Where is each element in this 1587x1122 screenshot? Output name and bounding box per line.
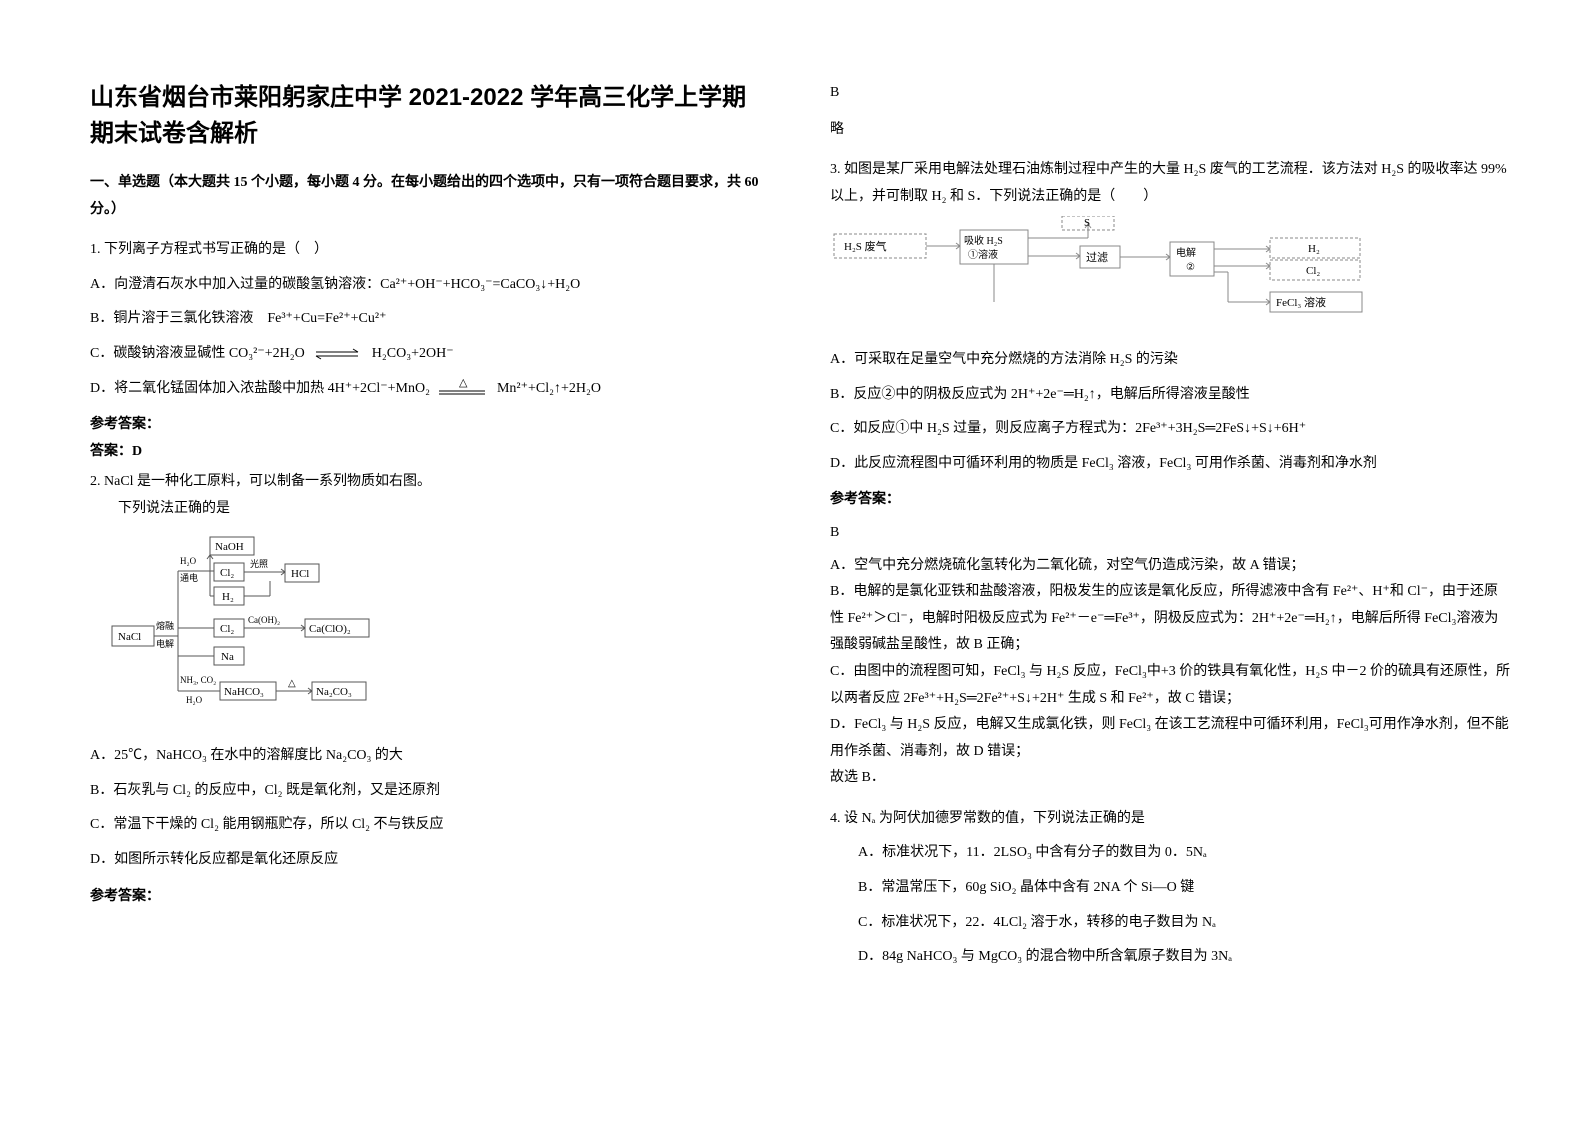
q1-d-post: Mn²⁺+Cl₂↑+2H₂O	[497, 381, 601, 396]
document-title: 山东省烟台市莱阳躬家庄中学 2021-2022 学年高三化学上学期期末试卷含解析	[90, 80, 770, 152]
svg-text:NaHCO₃: NaHCO₃	[224, 686, 264, 698]
q1-c-pre: C．碳酸钠溶液显碱性 CO₃²⁻+2H₂O	[90, 346, 305, 361]
svg-text:Cl₂: Cl₂	[220, 623, 234, 635]
q1-option-d: D．将二氧化锰固体加入浓盐酸中加热 4H⁺+2Cl⁻+MnO₂ △ Mn²⁺+C…	[90, 376, 770, 403]
svg-text:Cl₂: Cl₂	[1306, 265, 1320, 277]
svg-text:NaOH: NaOH	[215, 541, 244, 553]
page-container: 山东省烟台市莱阳躬家庄中学 2021-2022 学年高三化学上学期期末试卷含解析…	[0, 0, 1587, 1019]
q2-option-c: C．常温下干燥的 Cl₂ 能用钢瓶贮存，所以 Cl₂ 不与铁反应	[90, 812, 770, 839]
q3-stem: 3. 如图是某厂采用电解法处理石油炼制过程中产生的大量 H₂S 废气的工艺流程．…	[830, 157, 1510, 210]
svg-text:H₂O: H₂O	[186, 695, 203, 705]
q4-option-c: C．标准状况下，22．4LCl₂ 溶于水，转移的电子数目为 Nₐ	[830, 910, 1510, 937]
q2-omit: 略	[830, 117, 1510, 144]
q3-answer-label: 参考答案：	[830, 487, 1510, 514]
svg-text:光照: 光照	[250, 558, 268, 569]
svg-text:△: △	[459, 379, 468, 389]
svg-text:电解: 电解	[156, 638, 174, 649]
equilibrium-arrow-icon	[308, 347, 368, 361]
q4-option-b: B．常温常压下，60g SiO₂ 晶体中含有 2NA 个 Si—O 键	[830, 875, 1510, 902]
q3-option-a: A．可采取在足量空气中充分燃烧的方法消除 H₂S 的污染	[830, 347, 1510, 374]
q3-exp-d: D．FeCl₃ 与 H₂S 反应，电解又生成氯化铁，则 FeCl₃ 在该工艺流程…	[830, 712, 1510, 765]
left-column: 山东省烟台市莱阳躬家庄中学 2021-2022 学年高三化学上学期期末试卷含解析…	[90, 80, 770, 979]
q3-exp-c: C．由图中的流程图可知，FeCl₃ 与 H₂S 反应，FeCl₃中+3 价的铁具…	[830, 659, 1510, 712]
svg-text:Ca(OH)₂: Ca(OH)₂	[248, 615, 280, 625]
q1-answer-label: 参考答案：	[90, 412, 770, 439]
q2-substem: 下列说法正确的是	[90, 496, 770, 523]
q3-exp-b: B．电解的是氯化亚铁和盐酸溶液，阳极发生的应该是氧化反应，所得滤液中含有 Fe²…	[830, 579, 1510, 659]
q2-answer-label: 参考答案：	[90, 884, 770, 911]
q4-option-a: A．标准状况下，11．2LSO₃ 中含有分子的数目为 0．5Nₐ	[830, 840, 1510, 867]
svg-text:H₂: H₂	[222, 591, 234, 603]
q3-option-c: C．如反应①中 H₂S 过量，则反应离子方程式为：2Fe³⁺+3H₂S═2FeS…	[830, 416, 1510, 443]
q2-stem: 2. NaCl 是一种化工原料，可以制备一系列物质如右图。	[90, 469, 770, 496]
q1-answer: 答案：D	[90, 439, 770, 466]
svg-text:FeCl₃ 溶液: FeCl₃ 溶液	[1276, 295, 1326, 309]
svg-text:Ca(ClO)₂: Ca(ClO)₂	[309, 623, 351, 635]
h2s-process-svg: H₂S 废气 吸收 H₂S ①溶液	[830, 216, 1390, 326]
svg-text:吸收 H₂S: 吸收 H₂S	[964, 234, 1003, 247]
svg-text:②: ②	[1186, 262, 1195, 273]
q1-stem: 1. 下列离子方程式书写正确的是（ ）	[90, 237, 770, 264]
right-column: B 略 3. 如图是某厂采用电解法处理石油炼制过程中产生的大量 H₂S 废气的工…	[830, 80, 1510, 979]
heated-equals-icon: △	[433, 379, 493, 397]
svg-text:过滤: 过滤	[1086, 251, 1108, 264]
svg-text:S: S	[1084, 217, 1090, 229]
q3-flow-diagram: H₂S 废气 吸收 H₂S ①溶液	[830, 216, 1510, 337]
svg-text:通电: 通电	[180, 572, 198, 583]
q2-answer: B	[830, 80, 1510, 107]
q2-option-d: D．如图所示转化反应都是氧化还原反应	[90, 847, 770, 874]
q1-option-a: A．向澄清石灰水中加入过量的碳酸氢钠溶液：Ca²⁺+OH⁻+HCO₃⁻=CaCO…	[90, 272, 770, 299]
q3-exp-end: 故选 B．	[830, 765, 1510, 792]
svg-text:△: △	[288, 678, 296, 689]
nacl-diagram-svg: NaCl 熔融 电解 H₂O 通电 NaOH Cl₂	[110, 531, 400, 721]
q1-option-b: B．铜片溶于三氯化铁溶液 Fe³⁺+Cu=Fe²⁺+Cu²⁺	[90, 306, 770, 333]
q4-option-d: D．84g NaHCO₃ 与 MgCO₃ 的混合物中所含氧原子数目为 3Nₐ	[830, 944, 1510, 971]
q1-option-c: C．碳酸钠溶液显碱性 CO₃²⁻+2H₂O H₂CO₃+2OH⁻	[90, 341, 770, 368]
svg-text:H₂O: H₂O	[180, 556, 197, 566]
q2-option-b: B．石灰乳与 Cl₂ 的反应中，Cl₂ 既是氧化剂，又是还原剂	[90, 778, 770, 805]
q1-d-pre: D．将二氧化锰固体加入浓盐酸中加热 4H⁺+2Cl⁻+MnO₂	[90, 381, 430, 396]
q2-flow-diagram: NaCl 熔融 电解 H₂O 通电 NaOH Cl₂	[110, 531, 770, 732]
section-1-heading: 一、单选题（本大题共 15 个小题，每小题 4 分。在每小题给出的四个选项中，只…	[90, 170, 770, 223]
svg-text:HCl: HCl	[291, 568, 309, 580]
q2-option-a: A．25℃，NaHCO₃ 在水中的溶解度比 Na₂CO₃ 的大	[90, 743, 770, 770]
svg-text:电解: 电解	[1176, 246, 1196, 259]
q3-exp-a: A．空气中充分燃烧硫化氢转化为二氧化硫，对空气仍造成污染，故 A 错误；	[830, 553, 1510, 580]
q3-option-b: B．反应②中的阴极反应式为 2H⁺+2e⁻═H₂↑，电解后所得溶液呈酸性	[830, 382, 1510, 409]
q3-answer: B	[830, 520, 1510, 547]
svg-text:Na: Na	[221, 651, 234, 663]
svg-text:NaCl: NaCl	[118, 631, 141, 643]
svg-text:①溶液: ①溶液	[968, 248, 998, 261]
q3-option-d: D．此反应流程图中可循环利用的物质是 FeCl₃ 溶液，FeCl₃ 可用作杀菌、…	[830, 451, 1510, 478]
svg-text:NH₃, CO₂: NH₃, CO₂	[180, 675, 216, 685]
q1-c-post: H₂CO₃+2OH⁻	[372, 346, 454, 361]
svg-text:熔融: 熔融	[156, 620, 174, 631]
svg-text:H₂: H₂	[1308, 243, 1320, 255]
svg-text:Cl₂: Cl₂	[220, 567, 234, 579]
svg-text:Na₂CO₃: Na₂CO₃	[316, 686, 352, 698]
svg-text:H₂S 废气: H₂S 废气	[844, 239, 887, 253]
q4-stem: 4. 设 Nₐ 为阿伏加德罗常数的值，下列说法正确的是	[830, 806, 1510, 833]
